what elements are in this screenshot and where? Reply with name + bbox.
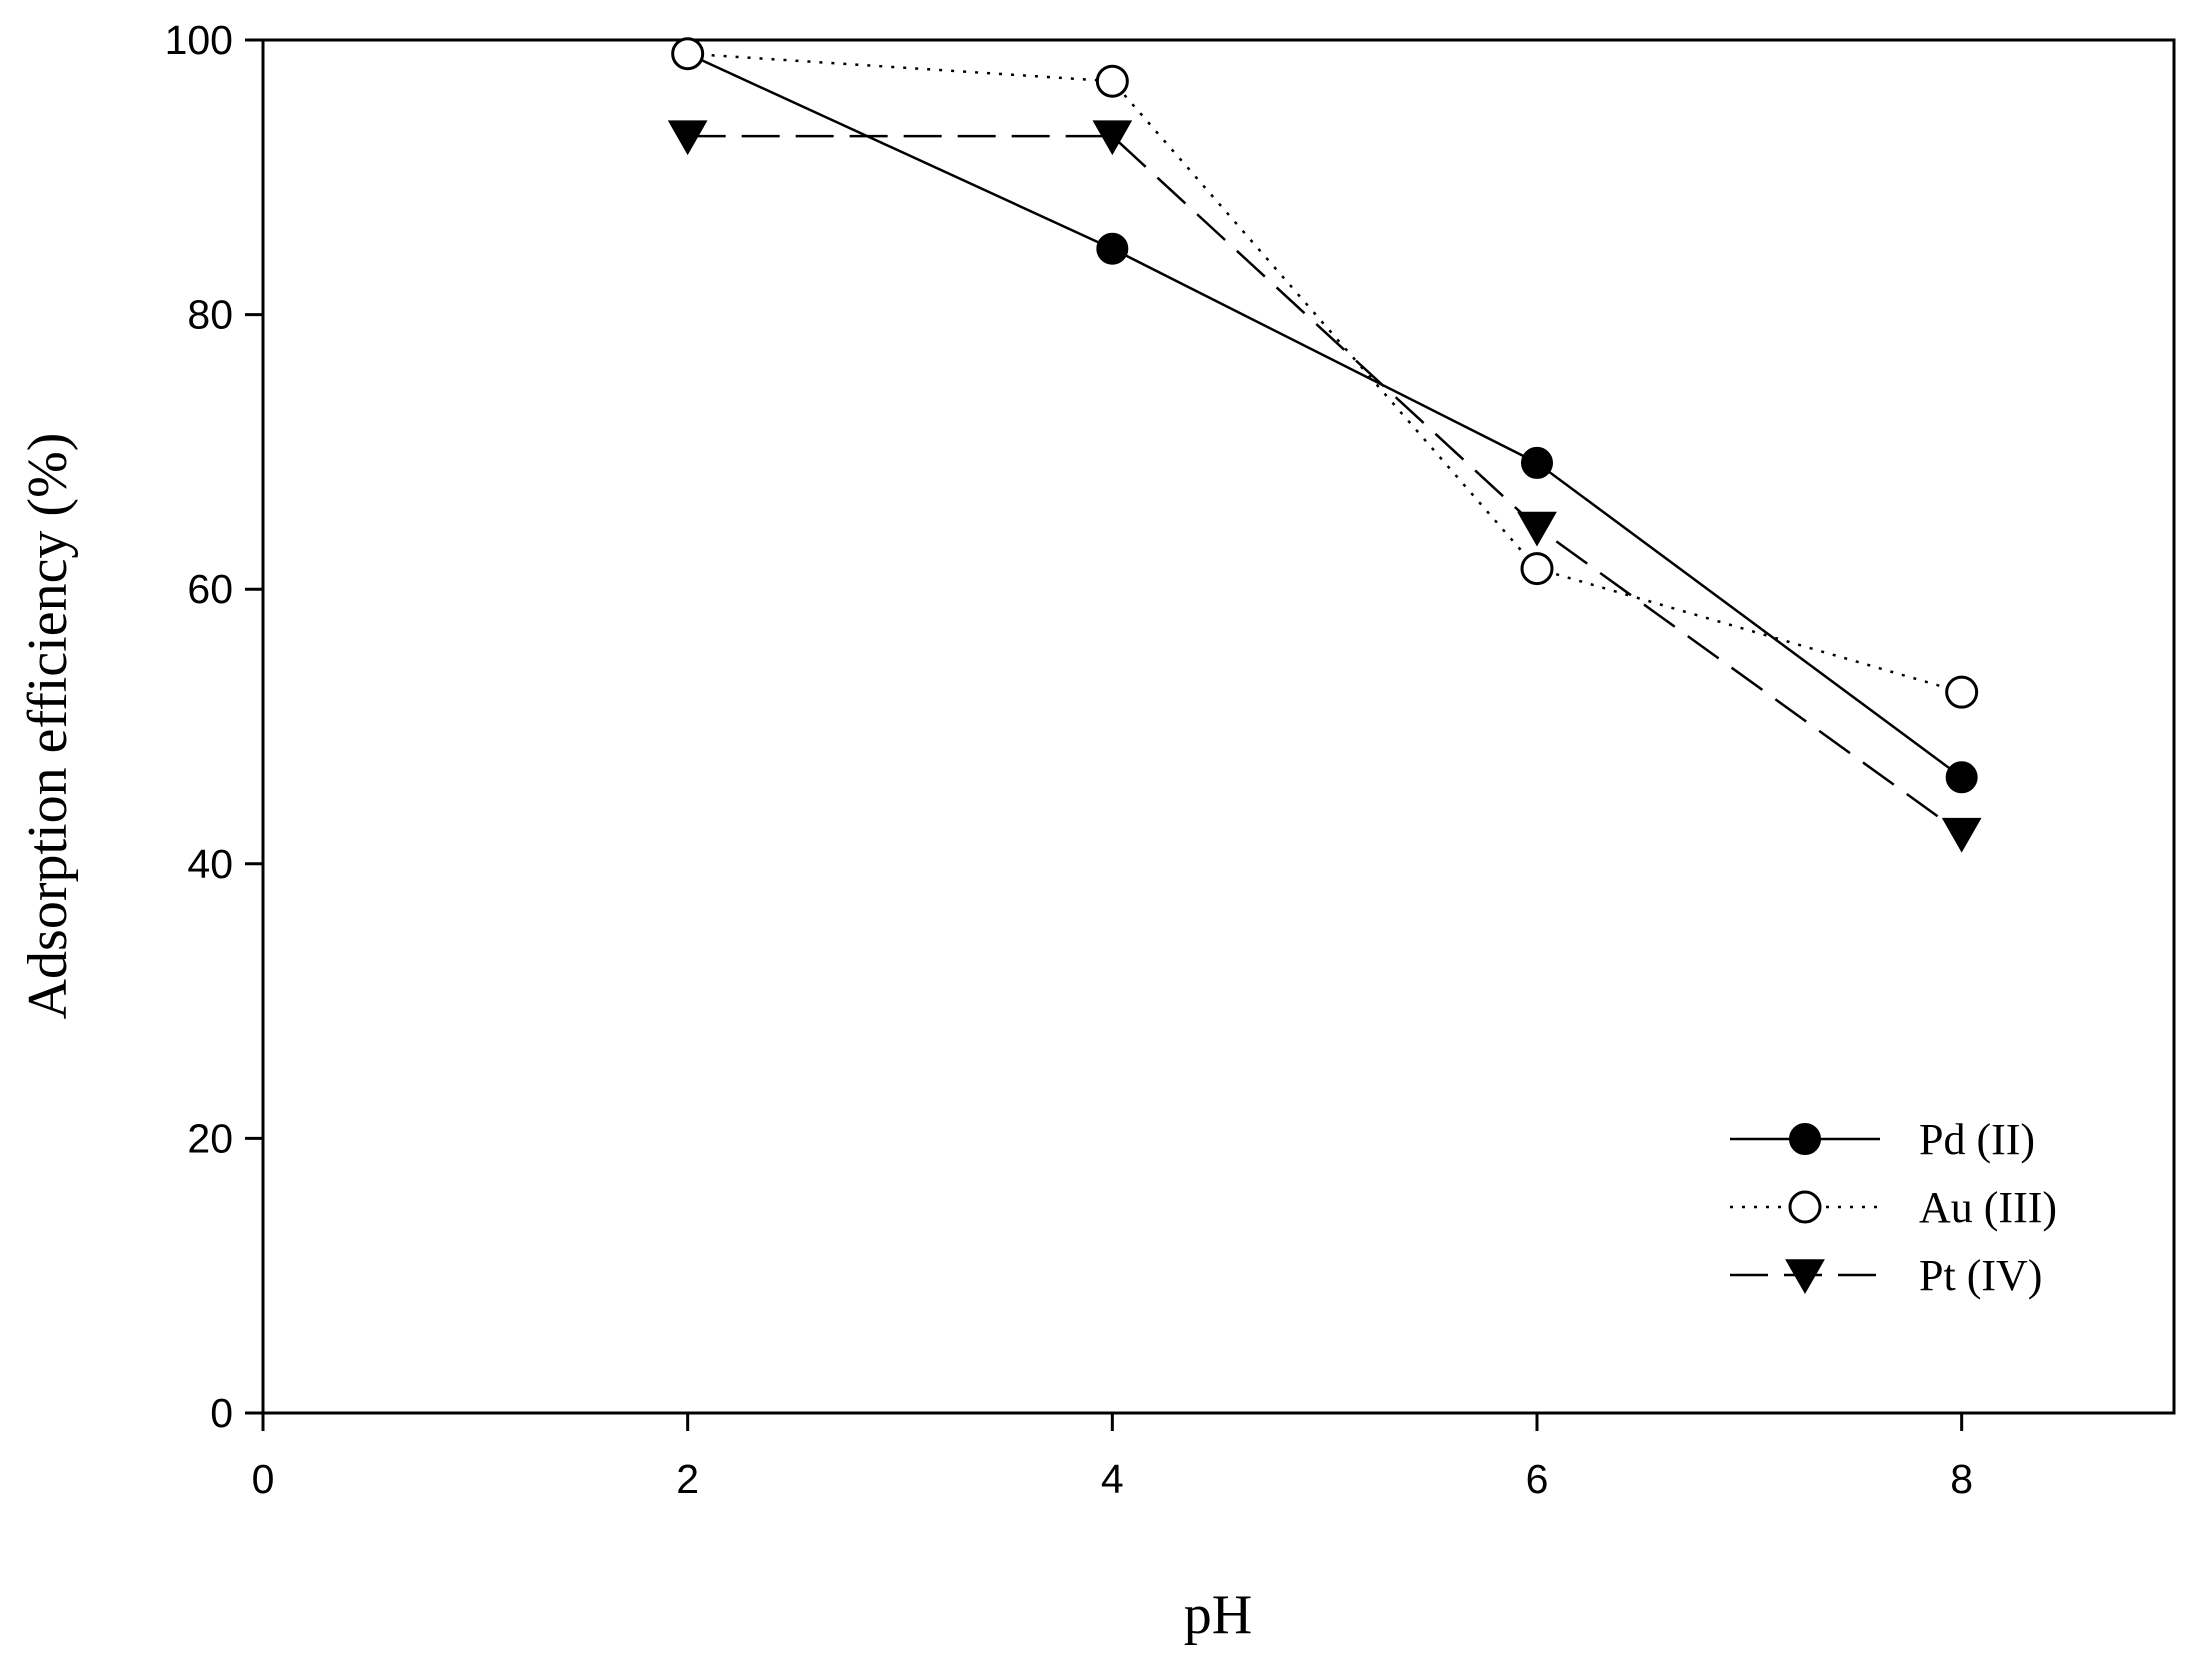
x-tick-label: 0	[252, 1456, 275, 1502]
y-tick-label: 80	[187, 292, 233, 338]
series-line-pd-ii	[687, 52, 1963, 779]
y-tick-label: 20	[187, 1115, 233, 1161]
legend-label-pd-ii: Pd (II)	[1919, 1115, 2035, 1164]
x-axis-title: pH	[1184, 1584, 1252, 1646]
data-point-au-iii	[671, 37, 705, 71]
y-tick-label: 40	[187, 841, 233, 887]
series-pt-iv	[667, 120, 1982, 853]
legend-label-au-iii: Au (III)	[1919, 1183, 2057, 1232]
y-axis-title: Adsorption efficiency (%)	[17, 433, 79, 1020]
data-point-pt-iv	[1092, 120, 1133, 156]
legend: Pd (II) Au (III) Pt (IV)	[1730, 1115, 2057, 1300]
series-layer	[667, 37, 1982, 853]
series-pd-ii	[671, 37, 1978, 794]
legend-marker-pt-iv	[1785, 1259, 1825, 1295]
data-point-pd-ii	[1096, 232, 1129, 265]
x-tick-label: 8	[1950, 1456, 1973, 1502]
data-point-au-iii	[1095, 64, 1129, 98]
data-point-au-iii	[1520, 552, 1554, 586]
series-au-iii	[671, 37, 1979, 709]
plot-frame	[261, 38, 2176, 1415]
data-point-pt-iv	[1941, 817, 1982, 853]
y-tick-label: 0	[210, 1390, 233, 1436]
x-tick-label: 2	[676, 1456, 699, 1502]
legend-marker-pd-ii	[1789, 1123, 1821, 1155]
data-point-pd-ii	[1945, 761, 1978, 794]
data-point-pt-iv	[1517, 511, 1557, 547]
series-line-pt-iv	[687, 134, 1963, 835]
x-axis-ticks: 0 2 4 6 8	[252, 1413, 1973, 1502]
x-tick-label: 6	[1526, 1456, 1549, 1502]
y-tick-label: 60	[187, 566, 233, 612]
legend-label-pt-iv: Pt (IV)	[1919, 1251, 2042, 1300]
y-axis-ticks: 0 20 40 60 80 100	[165, 17, 263, 1436]
legend-marker-au-iii	[1788, 1190, 1822, 1224]
series-line-au-iii	[687, 52, 1963, 694]
x-tick-label: 4	[1101, 1456, 1124, 1502]
y-tick-label: 100	[165, 17, 233, 63]
data-point-pt-iv	[667, 120, 708, 156]
data-point-pd-ii	[1521, 446, 1553, 479]
data-point-au-iii	[1945, 675, 1979, 709]
